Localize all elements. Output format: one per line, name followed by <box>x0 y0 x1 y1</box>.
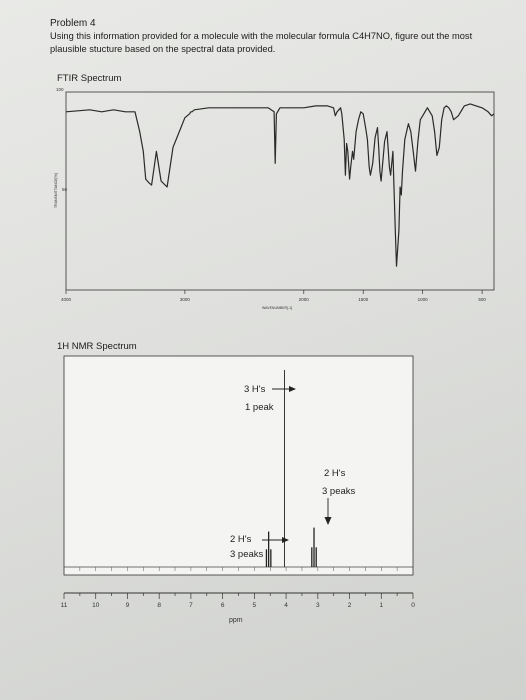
ftir-y-axis-label: TRANSMITTANCE[%] <box>54 173 58 208</box>
ftir-y-top-label: 100 <box>56 87 64 92</box>
annotation-2h-right-count: 2 H's <box>324 468 346 479</box>
ftir-x-tick-label: 1000 <box>418 297 429 302</box>
nmr-x-tick-label: 0 <box>411 602 415 609</box>
annotation-2h-left-peaks: 3 peaks <box>230 549 264 560</box>
annotation-2h-right-arrowhead <box>324 517 332 525</box>
nmr-x-tick-label: 6 <box>221 602 225 609</box>
ftir-x-tick-label: 500 <box>478 297 486 302</box>
problem-title: Problem 4 <box>50 18 96 29</box>
annotation-2h-left-arrowhead <box>282 537 289 543</box>
annotation-3h-count: 3 H's <box>244 384 266 395</box>
annotation-3h-peaks: 1 peak <box>245 402 274 413</box>
nmr-x-tick-label: 1 <box>379 602 383 609</box>
ftir-y-mid-label: 50 <box>62 187 68 192</box>
ftir-frame <box>65 91 495 291</box>
nmr-x-tick-label: 5 <box>253 602 257 609</box>
nmr-x-tick-label: 4 <box>284 602 288 609</box>
nmr-x-tick-label: 3 <box>316 602 320 609</box>
nmr-x-axis-label: ppm <box>229 617 243 624</box>
nmr-x-tick-label: 10 <box>92 602 100 609</box>
nmr-ticks: 11 10 9 8 7 6 5 4 3 2 1 0 <box>61 567 415 609</box>
ftir-title: FTIR Spectrum <box>57 73 122 84</box>
ftir-spectrum-line <box>65 103 495 267</box>
ftir-x-tick-label: 1500 <box>358 297 369 302</box>
ftir-x-tick-label: 4000 <box>61 297 72 302</box>
annotation-3h-arrowhead <box>289 386 296 392</box>
ftir-ticks: 4000 3000 2000 1500 1000 500 <box>61 290 486 302</box>
annotation-2h-left-count: 2 H's <box>230 534 252 545</box>
nmr-title: 1H NMR Spectrum <box>57 341 137 352</box>
nmr-peaks <box>265 370 317 567</box>
nmr-x-tick-label: 2 <box>348 602 352 609</box>
ftir-x-tick-label: 3000 <box>180 297 191 302</box>
nmr-x-tick-label: 11 <box>61 602 68 609</box>
ftir-chart: 100 50 TRANSMITTANCE[%] WAVENUMBER[-1] 4… <box>54 87 495 310</box>
ftir-x-tick-label: 2000 <box>299 297 310 302</box>
annotation-2h-right-peaks: 3 peaks <box>322 486 356 497</box>
nmr-x-tick-label: 8 <box>157 602 161 609</box>
nmr-frame <box>63 355 414 576</box>
ftir-x-axis-label: WAVENUMBER[-1] <box>262 306 292 310</box>
problem-statement: Using this information provided for a mo… <box>50 31 473 54</box>
nmr-x-tick-label: 7 <box>189 602 193 609</box>
nmr-x-tick-label: 9 <box>126 602 130 609</box>
